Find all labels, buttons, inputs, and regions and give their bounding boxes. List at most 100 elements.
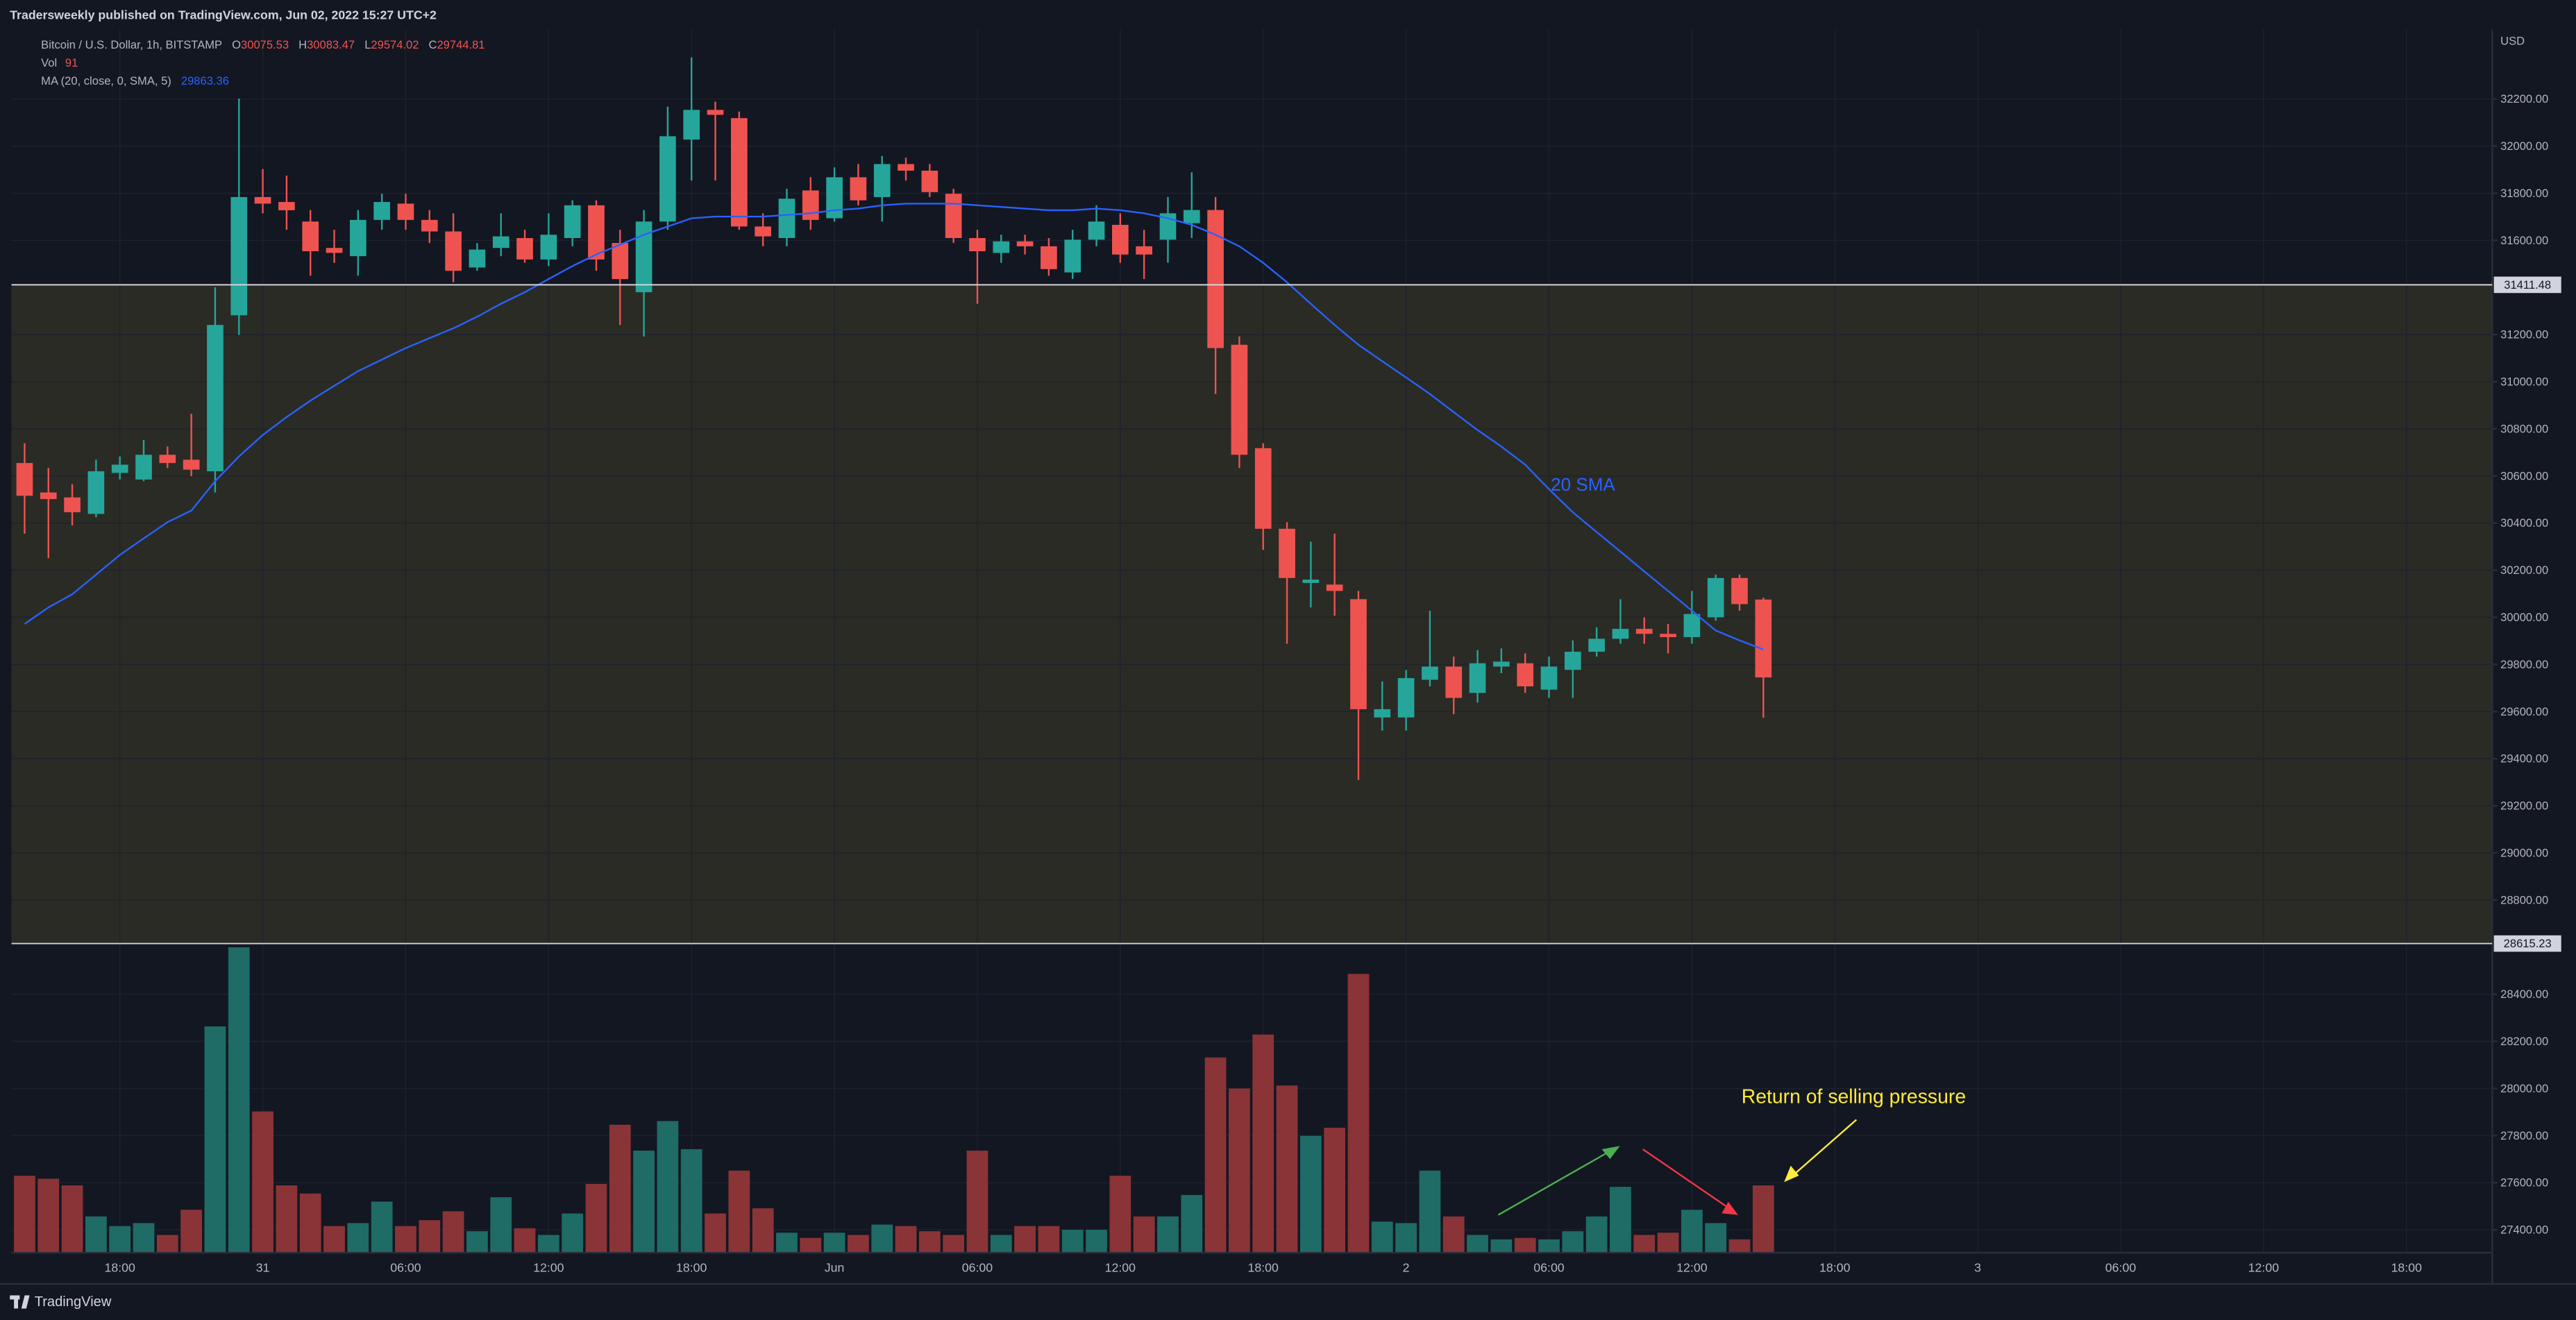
volume-bar	[1299, 1135, 1322, 1253]
candle-body	[1422, 666, 1438, 680]
candle-body	[731, 118, 748, 227]
x-tick-label: 12:00	[1676, 1260, 1708, 1274]
volume-bar	[1610, 1187, 1631, 1253]
volume-bar	[1181, 1194, 1203, 1253]
ohlc-label: H	[298, 37, 307, 51]
candle-body	[183, 459, 200, 470]
candle-body	[64, 497, 81, 513]
candle-body	[254, 196, 271, 204]
volume-bar	[1204, 1057, 1227, 1253]
publish-header: Tradersweekly published on TradingView.c…	[10, 8, 437, 22]
y-tick-label: 27800.00	[2500, 1129, 2548, 1142]
green-arrow	[1497, 1148, 1614, 1216]
logo-part	[14, 1295, 19, 1309]
candle-body	[1016, 241, 1034, 246]
volume-bar	[990, 1235, 1012, 1253]
volume-bar	[466, 1231, 488, 1253]
y-tick-label: 31800.00	[2500, 187, 2548, 200]
y-tick-label: 32200.00	[2500, 92, 2548, 105]
y-tick-label: 30600.00	[2500, 469, 2548, 482]
candle-body	[492, 236, 510, 248]
candle-body	[1445, 666, 1463, 698]
candle-body	[564, 205, 581, 238]
candle-body	[1374, 709, 1391, 718]
candle-body	[1683, 614, 1701, 638]
x-tick-label: Jun	[825, 1260, 845, 1274]
volume-bar	[562, 1213, 584, 1253]
y-tick-label: 29600.00	[2500, 705, 2548, 718]
candle-body	[1517, 663, 1534, 686]
x-tick-label: 18:00	[1248, 1260, 1279, 1274]
x-tick-label: 12:00	[533, 1260, 564, 1274]
x-tick-label: 12:00	[2248, 1260, 2280, 1274]
volume-bar	[1442, 1216, 1465, 1253]
volume-bar	[943, 1235, 965, 1253]
volume-bar	[1514, 1237, 1536, 1253]
volume-bar	[752, 1208, 774, 1253]
x-tick-label: 3	[1974, 1260, 1981, 1274]
candle-body	[159, 455, 176, 464]
candle-body	[326, 248, 343, 253]
y-tick-label: 29200.00	[2500, 799, 2548, 813]
y-tick-label: 31600.00	[2500, 234, 2548, 247]
symbol: Bitcoin / U.S. Dollar, 1h, BITSTAMP	[41, 37, 222, 51]
volume-bar	[442, 1211, 464, 1253]
candle-body	[993, 241, 1010, 253]
ma-value: 29863.36	[181, 74, 229, 87]
candle-body	[469, 249, 486, 268]
volume-bar	[371, 1201, 393, 1253]
candle-body	[135, 455, 152, 480]
footer-brand: TradingView	[35, 1294, 112, 1310]
y-tick-label: 29000.00	[2500, 846, 2548, 859]
candle-body	[1612, 629, 1629, 639]
volume-bar	[109, 1226, 131, 1253]
candle-body	[516, 237, 533, 260]
candle-body	[40, 492, 57, 500]
candle-body	[1635, 629, 1653, 634]
candle-body	[1326, 584, 1343, 591]
level-label-box	[2493, 935, 2561, 952]
y-tick-label: 30000.00	[2500, 611, 2548, 624]
ohlc-value: 29574.02	[371, 37, 419, 51]
y-tick-label: 32000.00	[2500, 139, 2548, 153]
currency: USD	[2500, 35, 2525, 48]
y-tick-label: 28400.00	[2500, 988, 2548, 1001]
y-tick-label: 28800.00	[2500, 893, 2548, 906]
ohlc-value: 29744.81	[437, 37, 485, 51]
volume-bar	[1467, 1235, 1488, 1253]
candle-body	[1564, 652, 1581, 670]
volume-bar	[895, 1226, 917, 1253]
candle-body	[1136, 246, 1152, 255]
candle-body	[850, 177, 867, 201]
candle-body	[1397, 678, 1415, 718]
candle-body	[683, 110, 700, 140]
candle-body	[873, 164, 891, 197]
volume-bar	[1133, 1216, 1155, 1253]
volume-bar	[133, 1223, 155, 1253]
symbol-legend: Bitcoin / U.S. Dollar, 1h, BITSTAMP O300…	[41, 37, 485, 51]
green-arrow-head	[1601, 1146, 1620, 1160]
volume-bar	[918, 1231, 941, 1253]
y-tick-label: 31200.00	[2500, 328, 2548, 341]
candle-body	[1279, 528, 1295, 578]
level-label: 31411.48	[2504, 278, 2551, 291]
volume-bar	[299, 1193, 321, 1253]
sma-line	[24, 203, 1764, 650]
volume-bar	[1681, 1210, 1703, 1253]
volume-bar	[966, 1150, 988, 1253]
volume-bar	[419, 1220, 441, 1253]
ohlc-label: L	[364, 37, 371, 51]
candle-body	[1183, 210, 1200, 223]
candle-body	[1660, 634, 1676, 638]
ohlc-label: O	[232, 37, 241, 51]
volume-bar	[1419, 1170, 1441, 1253]
volume-bar	[1061, 1229, 1084, 1253]
footer-bar	[0, 1283, 2576, 1320]
candle-body	[1064, 239, 1081, 273]
candle-body	[207, 325, 224, 472]
volume-bar	[180, 1210, 203, 1253]
candle-body	[1755, 599, 1772, 678]
volume-bar	[1752, 1185, 1774, 1253]
candle-body	[16, 463, 33, 496]
